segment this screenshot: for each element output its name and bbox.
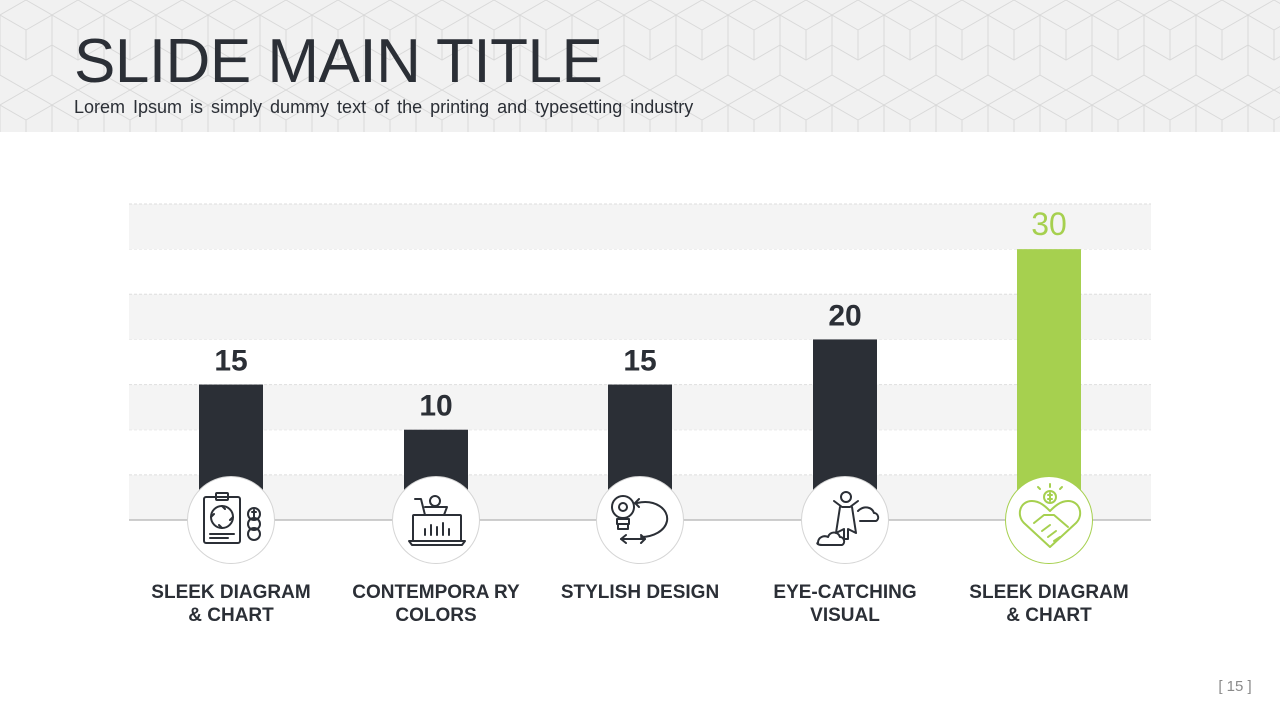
slide-subtitle: Lorem Ipsum is simply dummy text of the … — [74, 97, 694, 117]
bar-value-label-2: 10 — [419, 390, 452, 423]
page-number: [ 15 ] — [1218, 678, 1252, 695]
bar-value-label-3: 15 — [623, 345, 656, 378]
category-label-4: EYE-CATCHING VISUAL — [773, 582, 917, 626]
grid-band — [129, 204, 1151, 250]
bar-value-label-1: 15 — [214, 345, 247, 378]
category-label-5: SLEEK DIAGRAM & CHART — [969, 582, 1129, 626]
header-band: SLIDE MAIN TITLE Lorem Ipsum is simply d… — [0, 0, 1280, 132]
category-label-2: CONTEMPORA RY COLORS — [352, 582, 520, 626]
bar-5 — [1017, 249, 1081, 520]
grid-band — [129, 294, 1151, 340]
superhero-cloud-icon — [801, 476, 889, 564]
cube-pattern-background — [0, 0, 1280, 132]
clipboard-cycle-coins-icon — [187, 476, 275, 564]
handshake-heart-dollar-icon — [1005, 476, 1093, 564]
category-label-1: SLEEK DIAGRAM & CHART — [151, 582, 311, 626]
lightbulb-target-arrow-icon — [596, 476, 684, 564]
slide-title: SLIDE MAIN TITLE — [74, 27, 603, 96]
bar-value-label-4: 20 — [828, 299, 861, 332]
shopping-cart-laptop-icon — [392, 476, 480, 564]
category-label-3: STYLISH DESIGN — [560, 582, 720, 603]
bar-value-label-5: 30 — [1031, 206, 1067, 242]
